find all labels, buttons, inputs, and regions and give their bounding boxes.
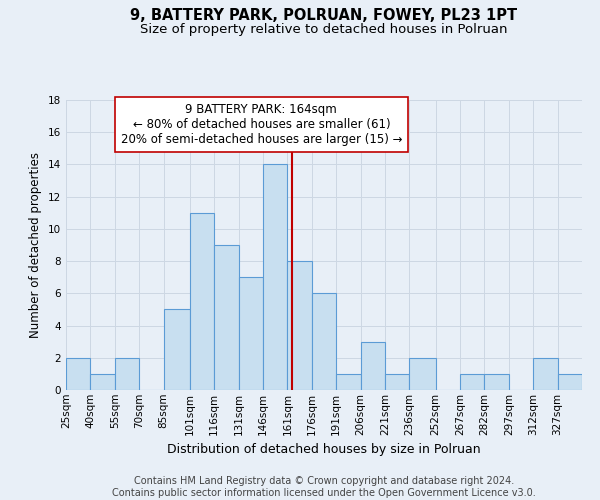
Text: 9 BATTERY PARK: 164sqm
← 80% of detached houses are smaller (61)
20% of semi-det: 9 BATTERY PARK: 164sqm ← 80% of detached…: [121, 103, 402, 146]
Bar: [336, 374, 361, 390]
Bar: [312, 294, 336, 390]
Bar: [164, 310, 190, 390]
Bar: [557, 374, 582, 390]
Y-axis label: Number of detached properties: Number of detached properties: [29, 152, 43, 338]
Text: Contains HM Land Registry data © Crown copyright and database right 2024.
Contai: Contains HM Land Registry data © Crown c…: [112, 476, 536, 498]
Bar: [239, 277, 263, 390]
Bar: [66, 358, 91, 390]
Bar: [287, 261, 312, 390]
Bar: [533, 358, 557, 390]
Bar: [460, 374, 484, 390]
Bar: [385, 374, 409, 390]
Text: Size of property relative to detached houses in Polruan: Size of property relative to detached ho…: [140, 22, 508, 36]
Bar: [361, 342, 385, 390]
Text: 9, BATTERY PARK, POLRUAN, FOWEY, PL23 1PT: 9, BATTERY PARK, POLRUAN, FOWEY, PL23 1P…: [130, 8, 518, 22]
Bar: [409, 358, 436, 390]
Bar: [214, 245, 239, 390]
Text: Distribution of detached houses by size in Polruan: Distribution of detached houses by size …: [167, 442, 481, 456]
Bar: [91, 374, 115, 390]
Bar: [263, 164, 287, 390]
Bar: [484, 374, 509, 390]
Bar: [115, 358, 139, 390]
Bar: [190, 213, 214, 390]
